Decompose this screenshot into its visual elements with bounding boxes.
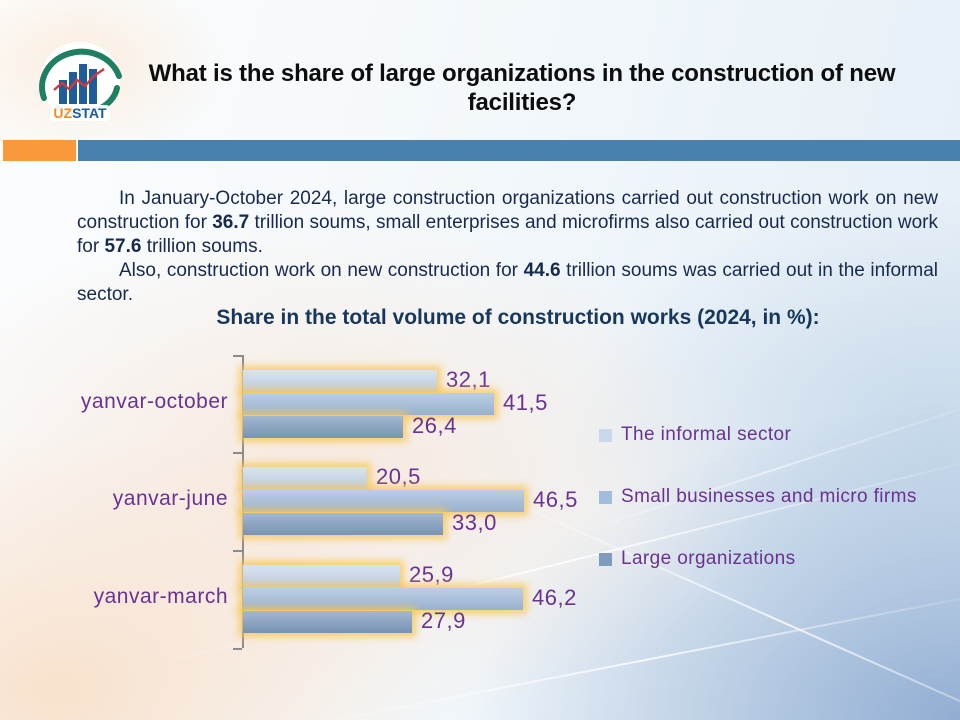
- paragraph-text: In January-October 2024, large construct…: [77, 188, 938, 233]
- legend-label: The informal sector: [621, 424, 792, 445]
- accent-bar-orange: [3, 140, 76, 161]
- value-informal-sector: 44.6: [523, 260, 561, 281]
- legend-item: Large organizations: [599, 548, 917, 570]
- legend-swatch: [599, 552, 612, 566]
- value-large-orgs: 36.7: [212, 212, 250, 233]
- paragraph-2: Also, construction work on new construct…: [77, 259, 938, 307]
- logo-wordmark: UZSTAT: [53, 105, 107, 121]
- chart-title: Share in the total volume of constructio…: [216, 306, 820, 329]
- value-small-enterprises: 57.6: [104, 236, 142, 257]
- value-label: 27,9: [421, 608, 466, 633]
- legend-item: The informal sector: [599, 424, 917, 446]
- value-label: 46,2: [532, 585, 577, 610]
- paragraph-text: trillion soums was carried out in the in…: [77, 260, 938, 305]
- legend-item: Small businesses and micro firms: [599, 486, 917, 508]
- legend-swatch: [599, 490, 612, 504]
- legend-label: Small businesses and micro firms: [621, 486, 917, 507]
- value-label: 46,5: [533, 487, 578, 512]
- category-label: yanvar-june: [112, 487, 228, 510]
- paragraph-text: trillion soums.: [141, 236, 263, 257]
- chart-legend: The informal sector Small businesses and …: [599, 424, 917, 570]
- logo-stat-text: STAT: [72, 105, 107, 121]
- axis-tick: [233, 550, 242, 552]
- bar-small-businesses-and-micro-firms: [243, 588, 523, 610]
- bar-the-informal-sector: [243, 370, 437, 392]
- category-label: yanvar-october: [80, 389, 228, 413]
- value-label: 25,9: [409, 562, 454, 587]
- paragraph-text: Also, construction work on new construct…: [119, 260, 524, 281]
- accent-bar-blue: [78, 140, 960, 161]
- paragraph-text: trillion soums, small enterprises and mi…: [77, 212, 939, 257]
- value-label: 33,0: [452, 510, 497, 535]
- bar-large-organizations: [243, 611, 412, 633]
- category-label: yanvar-march: [93, 585, 228, 608]
- value-label: 26,4: [412, 413, 457, 438]
- bar-small-businesses-and-micro-firms: [243, 393, 494, 415]
- bar-large-organizations: [243, 416, 403, 438]
- page-title: What is the share of large organizations…: [148, 60, 896, 116]
- logo-trend-line: [53, 68, 105, 91]
- uzstat-logo: UZSTAT: [39, 42, 122, 121]
- body-paragraphs: In January-October 2024, large construct…: [77, 187, 938, 307]
- legend-swatch: [599, 428, 612, 442]
- axis-tick: [233, 355, 242, 357]
- axis-tick: [233, 648, 242, 650]
- logo-uz-text: UZ: [53, 105, 72, 121]
- axis-tick: [233, 452, 242, 454]
- value-label: 41,5: [503, 390, 548, 415]
- logo-swirl-arc: [39, 48, 122, 101]
- value-label: 32,1: [446, 367, 491, 392]
- bar-large-organizations: [243, 513, 443, 535]
- value-label: 20,5: [376, 464, 421, 489]
- bar-the-informal-sector: [243, 565, 400, 587]
- legend-label: Large organizations: [621, 548, 796, 569]
- paragraph-1: In January-October 2024, large construct…: [77, 187, 938, 259]
- bar-small-businesses-and-micro-firms: [243, 490, 524, 512]
- bar-the-informal-sector: [243, 467, 367, 489]
